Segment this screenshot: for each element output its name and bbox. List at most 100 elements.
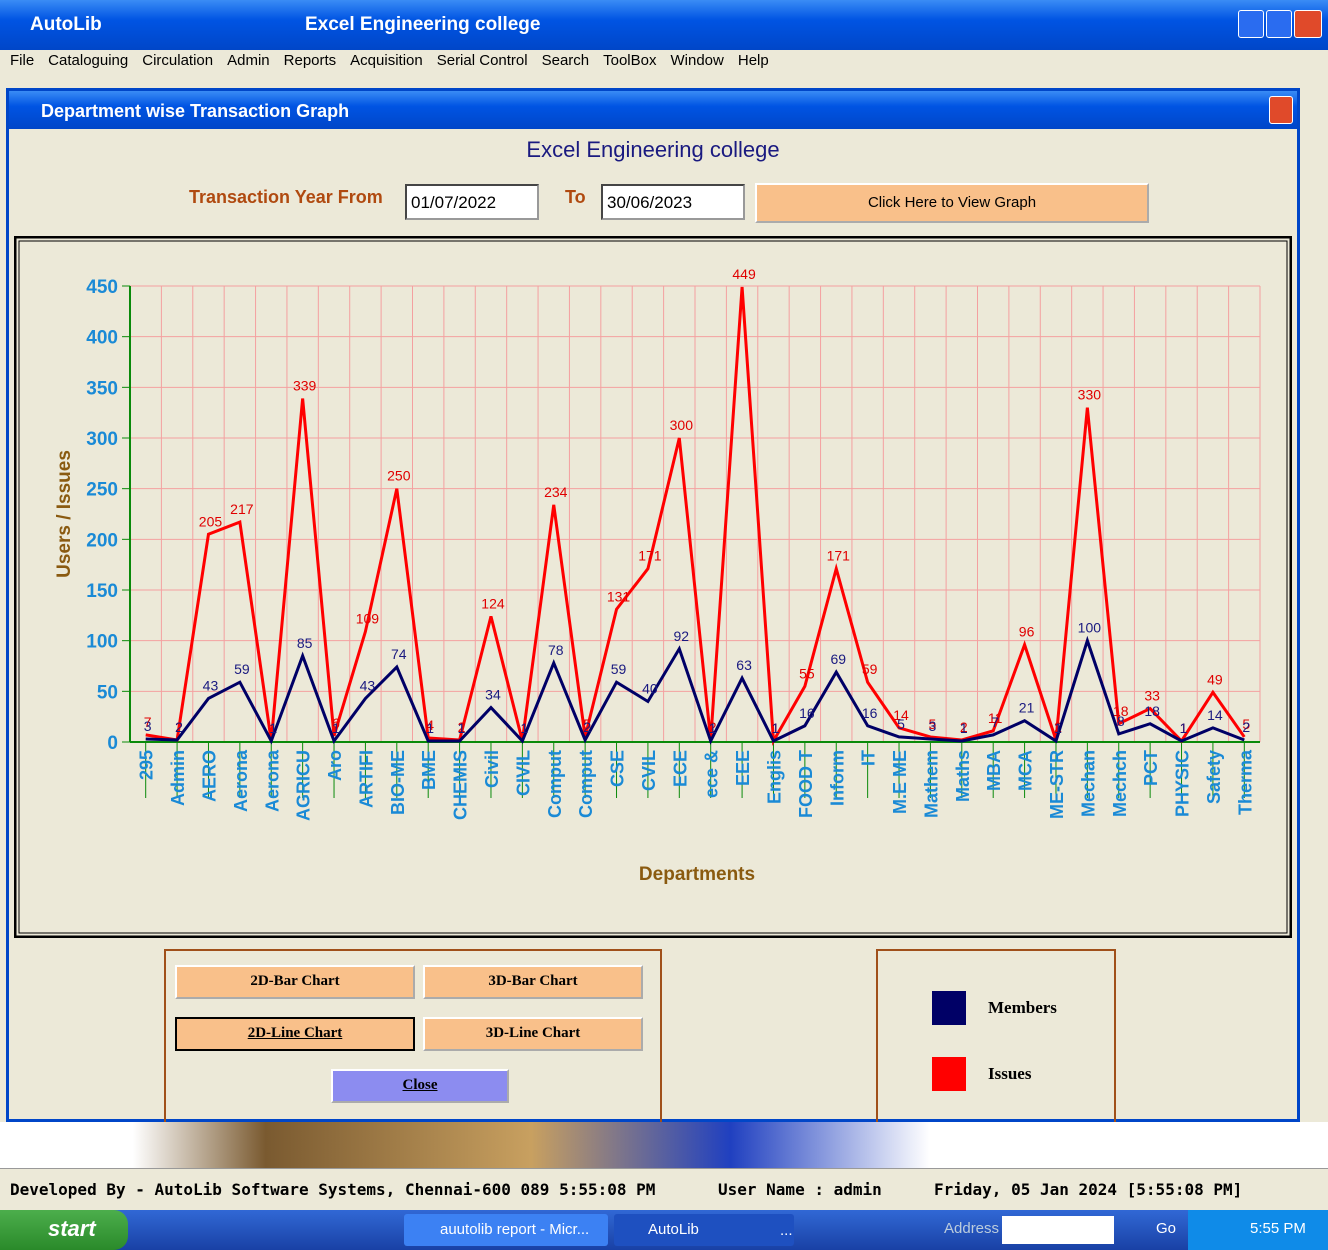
restore[interactable] bbox=[1266, 10, 1292, 38]
menu-item[interactable]: File bbox=[10, 52, 34, 69]
value-label: 59 bbox=[611, 661, 627, 677]
x-tick-label: MCA bbox=[1016, 750, 1036, 791]
y-tick-label: 350 bbox=[86, 378, 118, 399]
menu-item[interactable]: Window bbox=[671, 52, 724, 69]
x-tick-label: Mathem bbox=[921, 750, 941, 818]
x-tick-label: ME-STR bbox=[1047, 750, 1067, 819]
value-label: 3 bbox=[144, 718, 152, 734]
chart-frame bbox=[15, 237, 1291, 937]
value-label: 5 bbox=[897, 716, 905, 732]
value-label: 1 bbox=[458, 720, 466, 736]
value-label: 1 bbox=[332, 720, 340, 736]
x-tick-label: Comput bbox=[545, 750, 565, 818]
menu-item[interactable]: Search bbox=[542, 52, 590, 69]
value-label: 96 bbox=[1019, 624, 1035, 640]
line3d-button[interactable]: 3D-Line Chart bbox=[423, 1017, 643, 1051]
value-label: 34 bbox=[485, 687, 501, 703]
value-label: 1 bbox=[709, 720, 717, 736]
to-date[interactable]: 30/06/2023 bbox=[601, 184, 745, 220]
value-label: 92 bbox=[674, 628, 690, 644]
x-tick-label: PCT bbox=[1141, 750, 1161, 786]
menu-item[interactable]: Cataloguing bbox=[48, 52, 128, 69]
x-tick-label: Civil bbox=[482, 750, 502, 788]
menu-item[interactable]: Help bbox=[738, 52, 769, 69]
value-label: 217 bbox=[230, 501, 254, 517]
status-developer: Developed By - AutoLib Software Systems,… bbox=[10, 1180, 655, 1199]
value-label: 78 bbox=[548, 642, 564, 658]
close-window[interactable] bbox=[1269, 96, 1293, 124]
address-box[interactable] bbox=[1002, 1216, 1114, 1244]
app-titlebar: AutoLib Excel Engineering college bbox=[0, 0, 1328, 50]
close-button[interactable]: Close bbox=[331, 1069, 509, 1103]
value-label: 16 bbox=[799, 705, 815, 721]
status-user: User Name : admin bbox=[718, 1180, 882, 1199]
x-tick-label: IT bbox=[859, 750, 879, 766]
y-tick-label: 200 bbox=[86, 530, 118, 551]
legend: Members Issues bbox=[876, 949, 1116, 1125]
x-tick-label: Maths bbox=[953, 750, 973, 802]
y-tick-label: 450 bbox=[86, 277, 118, 298]
x-tick-label: AERO bbox=[199, 750, 219, 802]
tray: 5:55 PM bbox=[1188, 1210, 1328, 1250]
x-tick-label: 295 bbox=[137, 750, 157, 780]
value-label: 40 bbox=[642, 680, 658, 696]
x-tick-label: Comput bbox=[576, 750, 596, 818]
value-label: 1 bbox=[1180, 720, 1188, 736]
minimize[interactable] bbox=[1238, 10, 1264, 38]
value-label: 2 bbox=[583, 719, 591, 735]
close-app[interactable] bbox=[1294, 10, 1322, 38]
value-label: 3 bbox=[929, 718, 937, 734]
x-tick-label: Inform bbox=[827, 750, 847, 806]
menu-item[interactable]: Admin bbox=[227, 52, 270, 69]
value-label: 250 bbox=[387, 468, 411, 484]
x-tick-label: CHEMIS bbox=[451, 750, 471, 820]
task-button[interactable]: AutoLib bbox=[614, 1214, 794, 1246]
start-button[interactable]: start bbox=[0, 1210, 128, 1250]
menu-item[interactable]: Circulation bbox=[142, 52, 213, 69]
line2d-button[interactable]: 2D-Line Chart bbox=[175, 1017, 415, 1051]
x-tick-label: CSE bbox=[608, 750, 628, 787]
x-tick-label: Mechch bbox=[1110, 750, 1130, 817]
task-more[interactable]: ... bbox=[780, 1222, 793, 1239]
window-title: Department wise Transaction Graph bbox=[41, 101, 349, 122]
value-label: 16 bbox=[862, 705, 878, 721]
heading: Excel Engineering college bbox=[9, 137, 1297, 163]
x-tick-label: Englis bbox=[764, 750, 784, 804]
to-label: To bbox=[565, 187, 586, 208]
value-label: 109 bbox=[356, 611, 380, 627]
menu-item[interactable]: Serial Control bbox=[437, 52, 528, 69]
y-tick-label: 0 bbox=[107, 733, 118, 754]
menu-item[interactable]: Acquisition bbox=[350, 52, 423, 69]
value-label: 300 bbox=[670, 417, 694, 433]
value-label: 43 bbox=[360, 677, 376, 693]
legend-swatch bbox=[932, 1057, 966, 1091]
address-label: Address bbox=[944, 1220, 999, 1237]
legend-label: Members bbox=[988, 998, 1057, 1018]
value-label: 85 bbox=[297, 635, 313, 651]
go-button[interactable]: Go bbox=[1156, 1220, 1176, 1237]
menu-item[interactable]: ToolBox bbox=[603, 52, 656, 69]
value-label: 2 bbox=[175, 719, 183, 735]
menu-item[interactable]: Reports bbox=[284, 52, 337, 69]
view-graph-button[interactable]: Click Here to View Graph bbox=[755, 183, 1149, 223]
bar2d-button[interactable]: 2D-Bar Chart bbox=[175, 965, 415, 999]
y-tick-label: 50 bbox=[97, 682, 118, 703]
bar3d-button[interactable]: 3D-Bar Chart bbox=[423, 965, 643, 999]
x-tick-label: CVIL bbox=[639, 750, 659, 791]
value-label: 171 bbox=[827, 548, 851, 564]
value-label: 1 bbox=[520, 720, 528, 736]
x-tick-label: M.E ME bbox=[890, 750, 910, 814]
legend-label: Issues bbox=[988, 1064, 1031, 1084]
value-label: 449 bbox=[732, 266, 756, 282]
task-button[interactable]: auutolib report - Micr... bbox=[404, 1214, 608, 1246]
x-tick-label: Safety bbox=[1204, 750, 1224, 804]
value-label: 7 bbox=[991, 714, 999, 730]
value-label: 1 bbox=[426, 720, 434, 736]
x-tick-label: EEE bbox=[733, 750, 753, 786]
value-label: 330 bbox=[1078, 387, 1102, 403]
value-label: 2 bbox=[1242, 719, 1250, 735]
value-label: 1 bbox=[772, 720, 780, 736]
from-date[interactable]: 01/07/2022 bbox=[405, 184, 539, 220]
y-tick-label: 250 bbox=[86, 480, 118, 501]
